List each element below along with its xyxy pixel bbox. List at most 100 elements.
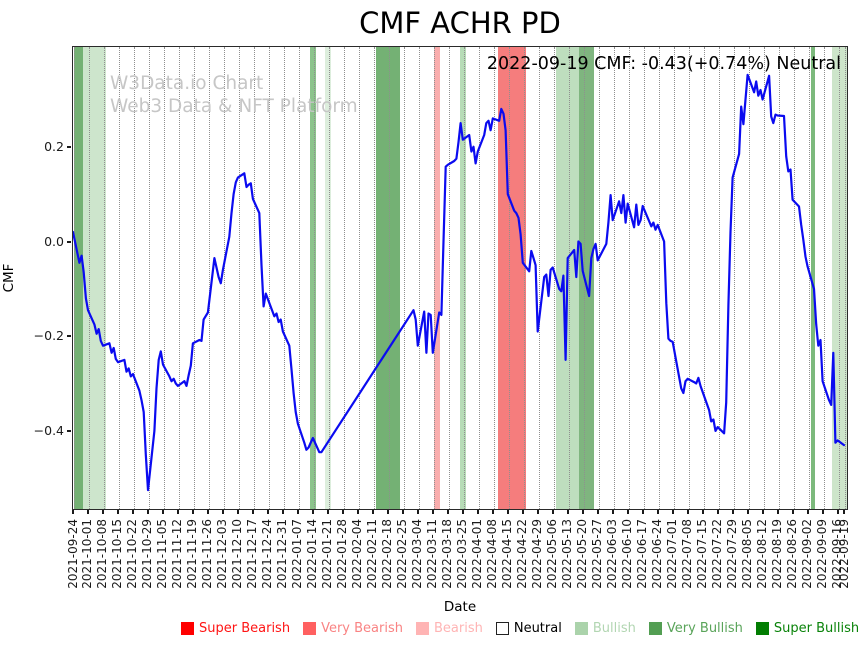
legend-item-bullish: Bullish bbox=[574, 621, 636, 636]
legend-swatch-icon bbox=[303, 622, 317, 635]
gridline bbox=[313, 47, 315, 509]
legend-label: Super Bullish bbox=[773, 621, 860, 636]
signal-band-very-bullish bbox=[309, 47, 316, 509]
gridline bbox=[763, 47, 765, 509]
gridline bbox=[493, 47, 495, 509]
x-tick-mark bbox=[206, 510, 209, 514]
gridline bbox=[748, 47, 750, 509]
x-tick-mark bbox=[596, 510, 599, 514]
signal-band-bullish bbox=[459, 47, 466, 509]
x-tick-label: 2021-12-17 bbox=[245, 519, 260, 589]
y-axis-title: CMF bbox=[1, 263, 17, 293]
gridline bbox=[508, 47, 510, 509]
x-tick-mark bbox=[671, 510, 674, 514]
cmf-line bbox=[73, 73, 846, 492]
gridline bbox=[703, 47, 705, 509]
x-tick-label: 2022-05-20 bbox=[575, 519, 590, 589]
x-tick-label: 2022-01-28 bbox=[335, 519, 350, 589]
x-tick-mark bbox=[371, 510, 374, 514]
gridline bbox=[118, 47, 120, 509]
x-tick-mark bbox=[641, 510, 644, 514]
x-tick-label: 2022-06-17 bbox=[635, 519, 650, 589]
legend-swatch-icon bbox=[574, 622, 588, 635]
gridline bbox=[74, 47, 75, 509]
gridline bbox=[238, 47, 240, 509]
gridline bbox=[628, 47, 630, 509]
x-tick-mark bbox=[236, 510, 239, 514]
x-tick-label: 2022-07-29 bbox=[725, 519, 740, 589]
gridline bbox=[223, 47, 225, 509]
x-tick-label: 2021-11-05 bbox=[155, 519, 170, 589]
x-tick-mark bbox=[191, 510, 194, 514]
signal-band-very-bullish bbox=[810, 47, 816, 509]
x-tick-label: 2022-07-15 bbox=[695, 519, 710, 589]
gridline bbox=[268, 47, 270, 509]
x-tick-label: 2022-07-08 bbox=[680, 519, 695, 589]
x-tick-mark bbox=[521, 510, 524, 514]
x-tick-mark bbox=[146, 510, 149, 514]
y-tick-mark bbox=[67, 145, 71, 148]
legend-item-neutral: Neutral bbox=[495, 621, 562, 636]
y-tick-label: 0.0 bbox=[44, 233, 64, 249]
x-tick-mark bbox=[701, 510, 704, 514]
x-tick-mark bbox=[626, 510, 629, 514]
x-tick-mark bbox=[221, 510, 224, 514]
x-tick-label: 2022-03-04 bbox=[410, 519, 425, 589]
x-tick-mark bbox=[746, 510, 749, 514]
gridline bbox=[133, 47, 135, 509]
x-tick-label: 2021-11-26 bbox=[200, 519, 215, 589]
x-tick-label: 2022-02-04 bbox=[350, 519, 365, 589]
y-tick-mark bbox=[67, 335, 71, 338]
gridline bbox=[568, 47, 570, 509]
gridline bbox=[845, 47, 846, 509]
legend-swatch-icon bbox=[495, 622, 509, 635]
x-tick-label: 2022-09-09 bbox=[815, 519, 830, 589]
gridline bbox=[88, 47, 90, 509]
x-tick-mark bbox=[101, 510, 104, 514]
x-tick-mark bbox=[776, 510, 779, 514]
x-tick-mark bbox=[761, 510, 764, 514]
gridline bbox=[598, 47, 600, 509]
gridline bbox=[283, 47, 285, 509]
watermark-line-1: W3Data.io Chart bbox=[110, 73, 264, 94]
gridline bbox=[733, 47, 735, 509]
x-tick-mark bbox=[581, 510, 584, 514]
gridline bbox=[418, 47, 420, 509]
gridline bbox=[328, 47, 330, 509]
gridline bbox=[688, 47, 690, 509]
gridline bbox=[613, 47, 615, 509]
x-tick-mark bbox=[326, 510, 329, 514]
x-tick-mark bbox=[251, 510, 254, 514]
signal-band-very-bullish bbox=[375, 47, 400, 509]
y-tick-mark bbox=[67, 240, 71, 243]
x-tick-label: 2022-02-25 bbox=[395, 519, 410, 589]
x-tick-mark bbox=[386, 510, 389, 514]
gridline bbox=[793, 47, 795, 509]
chart-title: CMF ACHR PD bbox=[359, 6, 561, 40]
x-tick-mark bbox=[341, 510, 344, 514]
x-tick-label: 2022-01-14 bbox=[305, 519, 320, 589]
x-tick-label: 2022-03-25 bbox=[455, 519, 470, 589]
x-tick-mark bbox=[416, 510, 419, 514]
x-tick-label: 2022-04-22 bbox=[515, 519, 530, 589]
x-tick-mark bbox=[506, 510, 509, 514]
legend-swatch-icon bbox=[648, 622, 662, 635]
x-tick-label: 2022-05-13 bbox=[560, 519, 575, 589]
x-tick-label: 2021-10-08 bbox=[95, 519, 110, 589]
latest-value-annotation: 2022-09-19 CMF: -0.43(+0.74%) Neutral bbox=[486, 54, 841, 74]
x-tick-label: 2022-03-11 bbox=[425, 519, 440, 589]
x-tick-label: 2022-07-22 bbox=[710, 519, 725, 589]
gridline bbox=[643, 47, 645, 509]
x-tick-mark bbox=[131, 510, 134, 514]
x-tick-label: 2022-06-10 bbox=[620, 519, 635, 589]
signal-band-very-bearish bbox=[498, 47, 526, 509]
y-tick-label: 0.2 bbox=[44, 138, 64, 154]
legend: Super Bearish Very Bearish Bearish Neutral B… bbox=[181, 621, 867, 636]
x-tick-mark bbox=[446, 510, 449, 514]
x-tick-mark bbox=[551, 510, 554, 514]
gridline bbox=[253, 47, 255, 509]
legend-item-super-bearish: Super Bearish bbox=[181, 621, 290, 636]
legend-item-super-bullish: Super Bullish bbox=[755, 621, 860, 636]
x-tick-label: 2022-08-19 bbox=[770, 519, 785, 589]
x-tick-mark bbox=[611, 510, 614, 514]
